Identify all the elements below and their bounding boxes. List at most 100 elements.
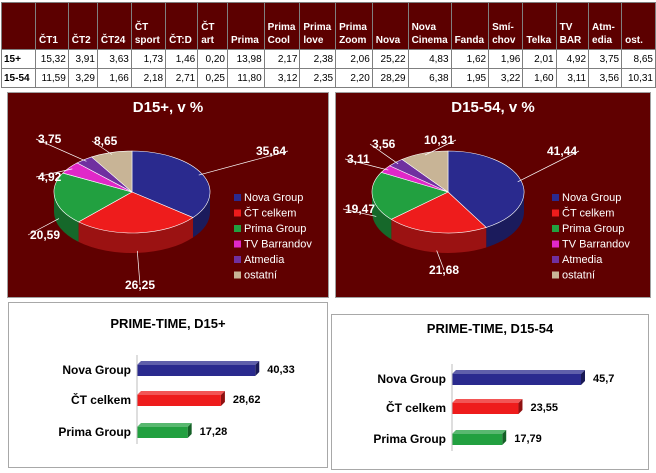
legend-label: ostatní	[562, 270, 595, 282]
table-cell: 3,63	[96, 49, 132, 69]
pie-leader-line	[517, 150, 580, 183]
bar-category-label: Prima Group	[58, 425, 131, 439]
bar-category-label: Prima Group	[373, 432, 446, 446]
table-cell: 1,46	[165, 49, 199, 69]
pie-slice	[390, 191, 487, 234]
table-cell: 1,62	[450, 49, 490, 69]
bar-value-label: 23,55	[530, 402, 558, 414]
share-table: ČT1 ČT2 ČT24 ČT sport ČT:D ČT art Prima Prima C…	[0, 2, 656, 88]
table-cell: 2,38	[299, 49, 337, 69]
table-cell: 3,56	[588, 68, 623, 88]
table-header-cell: Nova Cinema	[407, 2, 452, 50]
table-cell: 0,25	[197, 68, 228, 88]
legend-swatch	[552, 240, 559, 248]
pie-value-label: 3,75	[38, 132, 62, 146]
table-cell: 11,59	[35, 68, 69, 88]
table-cell: 3,11	[555, 68, 590, 88]
pie-leader-line	[35, 138, 87, 162]
legend-label: Nova Group	[244, 192, 303, 204]
pie-value-label: 19,47	[345, 202, 375, 216]
bar	[137, 427, 188, 438]
pie-chart-d15-54: D15-54, v % 41,44 21,68 19,47 3,11 3,56 10,31…	[335, 92, 651, 298]
table-header-cell: Prima Cool	[263, 2, 301, 50]
pie-value-label: 20,59	[30, 228, 60, 242]
table-cell: 15,32	[35, 49, 69, 69]
table-row: 15+ 15,32 3,91 3,63 1,73 1,46 0,20 13,98 2,17 2,3…	[0, 49, 656, 69]
pie-leader-line	[436, 250, 445, 271]
legend-swatch	[234, 225, 241, 232]
pie-value-label: 26,25	[125, 278, 155, 292]
pie-leader-line	[35, 168, 73, 178]
bar-value-label: 45,7	[593, 373, 614, 385]
table-header-cell: Fanda	[450, 2, 490, 50]
pie-slice	[401, 150, 449, 193]
bar-side	[220, 391, 225, 406]
pie-value-label: 3,56	[372, 137, 396, 151]
bar-side	[502, 430, 507, 445]
table-cell: 3,22	[488, 68, 524, 88]
bar-category-label: Nova Group	[377, 372, 446, 386]
table-cell: 4,83	[407, 49, 452, 69]
table-header-cell: ČT:D	[165, 2, 199, 50]
bar-chart-prime-time-d15-54: PRIME-TIME, D15-54 Nova Group 45,7 ČT celk…	[331, 314, 649, 470]
table-cell: 0,20	[197, 49, 228, 69]
table-header-cell: Prima love	[299, 2, 337, 50]
pie-slice	[371, 172, 449, 220]
legend-label: Prima Group	[244, 223, 306, 235]
pie-title: D15+, v %	[132, 99, 204, 116]
bar-top	[452, 399, 523, 403]
bar	[452, 403, 519, 414]
pie-slice-side	[78, 217, 193, 253]
table-cell: 1,96	[488, 49, 524, 69]
pie-slice	[77, 191, 194, 234]
bar	[137, 395, 221, 406]
table-header-cell: Prima Zoom	[335, 2, 373, 50]
pie-slice-side	[486, 192, 524, 248]
table-cell: 3,29	[67, 68, 98, 88]
legend-label: TV Barrandov	[562, 239, 630, 251]
table-cell: 11,80	[227, 68, 265, 88]
pie-value-label: 41,44	[547, 144, 577, 158]
bar-top	[137, 391, 225, 395]
table-cell: 2,01	[522, 49, 557, 69]
table-cell: 8,65	[621, 49, 656, 69]
pie-value-label: 3,11	[347, 152, 370, 166]
table-cell: 2,18	[130, 68, 167, 88]
legend-swatch	[234, 209, 241, 217]
legend-label: Atmedia	[562, 254, 603, 266]
table-cell: 3,75	[588, 49, 623, 69]
table-header-cell: Prima	[227, 2, 265, 50]
table-header-cell: ČT1	[35, 2, 69, 50]
table-cell: 2,35	[299, 68, 337, 88]
legend-swatch	[552, 271, 559, 279]
legend-label: TV Barrandov	[244, 239, 312, 251]
pie-slice-side	[192, 192, 210, 238]
table-cell: 25,22	[371, 49, 409, 69]
pie-leader-line	[344, 158, 389, 171]
bar-value-label: 40,33	[267, 364, 295, 376]
pie-leader-line	[136, 250, 141, 286]
table-cell: 1,73	[130, 49, 167, 69]
bar-category-label: ČT celkem	[386, 400, 446, 415]
table-header-cell: Telka	[522, 2, 557, 50]
pie-leader-line	[424, 139, 457, 156]
bar-value-label: 17,79	[514, 433, 542, 445]
bar	[452, 374, 581, 385]
bar-top	[452, 430, 507, 434]
pie-slice	[90, 150, 133, 193]
table-cell: 2,17	[263, 49, 301, 69]
table-cell: 2,20	[335, 68, 373, 88]
pie-leader-line	[198, 150, 289, 176]
bar-chart-prime-time-d15plus: PRIME-TIME, D15+ Nova Group 40,33 ČT celke…	[8, 302, 328, 468]
pie-leader-line	[27, 218, 60, 236]
pie-value-label: 8,65	[94, 134, 118, 148]
table-cell: 3,91	[67, 49, 98, 69]
pie-leader-line	[369, 143, 399, 165]
table-header-cell: Atm-edia	[588, 2, 623, 50]
table-header-cell: ČT2	[67, 2, 98, 50]
legend-swatch	[234, 256, 241, 263]
table-header-cell: Nova	[371, 2, 409, 50]
table-header-cell: TV BAR	[555, 2, 590, 50]
bar-category-label: ČT celkem	[71, 392, 131, 407]
table-header-cell: ČT sport	[130, 2, 167, 50]
